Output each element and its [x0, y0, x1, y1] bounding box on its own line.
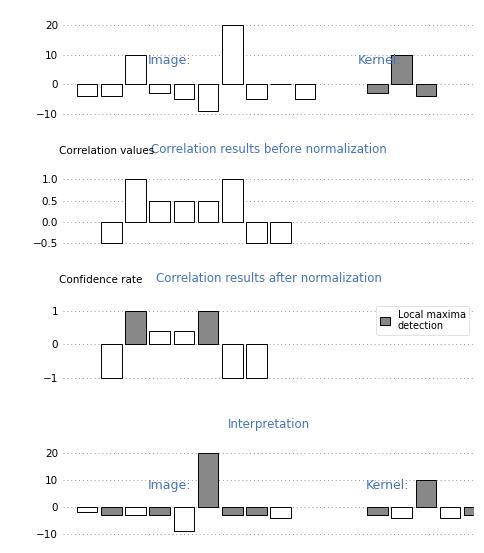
- Bar: [150, 507, 170, 515]
- Bar: [174, 84, 194, 99]
- Text: Correlation results after normalization: Correlation results after normalization: [156, 272, 381, 285]
- Bar: [101, 345, 121, 378]
- Bar: [416, 84, 436, 96]
- Bar: [246, 507, 267, 515]
- Bar: [367, 84, 388, 93]
- Text: Kernel:: Kernel:: [358, 54, 402, 67]
- Bar: [246, 222, 267, 243]
- Text: Interpretation: Interpretation: [227, 418, 310, 431]
- Bar: [77, 507, 97, 512]
- Bar: [271, 507, 291, 518]
- Bar: [198, 311, 218, 345]
- Bar: [150, 84, 170, 93]
- Bar: [101, 222, 121, 243]
- Bar: [174, 331, 194, 345]
- Bar: [271, 222, 291, 243]
- Bar: [150, 331, 170, 345]
- Text: Kernel:: Kernel:: [365, 478, 409, 492]
- Bar: [198, 84, 218, 111]
- Bar: [101, 507, 121, 515]
- Bar: [222, 345, 242, 378]
- Bar: [101, 84, 121, 96]
- Text: Confidence rate: Confidence rate: [59, 275, 142, 285]
- Bar: [222, 179, 242, 222]
- Bar: [440, 507, 460, 518]
- Bar: [125, 507, 146, 515]
- Bar: [150, 201, 170, 222]
- Bar: [416, 479, 436, 507]
- Text: Image:: Image:: [148, 478, 191, 492]
- Bar: [125, 179, 146, 222]
- Bar: [246, 84, 267, 99]
- Bar: [295, 84, 315, 99]
- Bar: [222, 25, 242, 84]
- Bar: [198, 201, 218, 222]
- Bar: [174, 507, 194, 531]
- Bar: [222, 507, 242, 515]
- Bar: [125, 311, 146, 345]
- Bar: [392, 55, 412, 84]
- Bar: [174, 201, 194, 222]
- Bar: [125, 55, 146, 84]
- Bar: [367, 507, 388, 515]
- Text: Image:: Image:: [148, 54, 191, 67]
- Bar: [198, 452, 218, 507]
- Bar: [464, 507, 484, 515]
- Text: Correlation values: Correlation values: [59, 147, 154, 156]
- Bar: [77, 84, 97, 96]
- Legend: Local maxima
detection: Local maxima detection: [376, 306, 469, 335]
- Bar: [392, 507, 412, 518]
- Bar: [246, 345, 267, 378]
- Text: Correlation results before normalization: Correlation results before normalization: [151, 143, 387, 156]
